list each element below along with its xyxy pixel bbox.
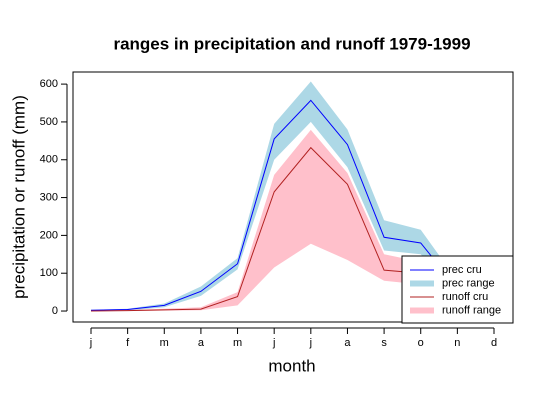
x-tick-label: m (233, 337, 242, 349)
x-tick-label: m (160, 337, 169, 349)
chart-title: ranges in precipitation and runoff 1979-… (113, 34, 470, 53)
y-tick-label: 600 (40, 78, 58, 90)
legend-label: prec range (442, 277, 495, 289)
plot-frame (72, 71, 514, 323)
y-tick-label: 400 (40, 154, 58, 166)
legend-label: runoff range (442, 304, 501, 316)
x-tick-label: j (272, 337, 275, 349)
x-tick-label: o (418, 337, 424, 349)
x-tick-label: j (89, 337, 92, 349)
x-tick-label: a (198, 337, 205, 349)
x-tick-label: n (454, 337, 460, 349)
legend-label: runoff cru (442, 291, 488, 303)
y-axis-label: precipitation or runoff (mm) (9, 95, 28, 299)
x-tick-label: a (344, 337, 351, 349)
x-tick-label: s (381, 337, 387, 349)
range-band (91, 129, 494, 312)
legend-label: prec cru (442, 264, 482, 276)
y-tick-label: 0 (52, 305, 58, 317)
y-tick-label: 100 (40, 267, 58, 279)
x-tick-label: j (309, 337, 312, 349)
y-tick-label: 200 (40, 229, 58, 241)
y-tick-label: 500 (40, 116, 58, 128)
x-tick-label: f (126, 337, 130, 349)
y-tick-label: 300 (40, 191, 58, 203)
x-axis-label: month (268, 356, 315, 375)
series-line (90, 99, 495, 311)
x-tick-label: d (491, 337, 497, 349)
